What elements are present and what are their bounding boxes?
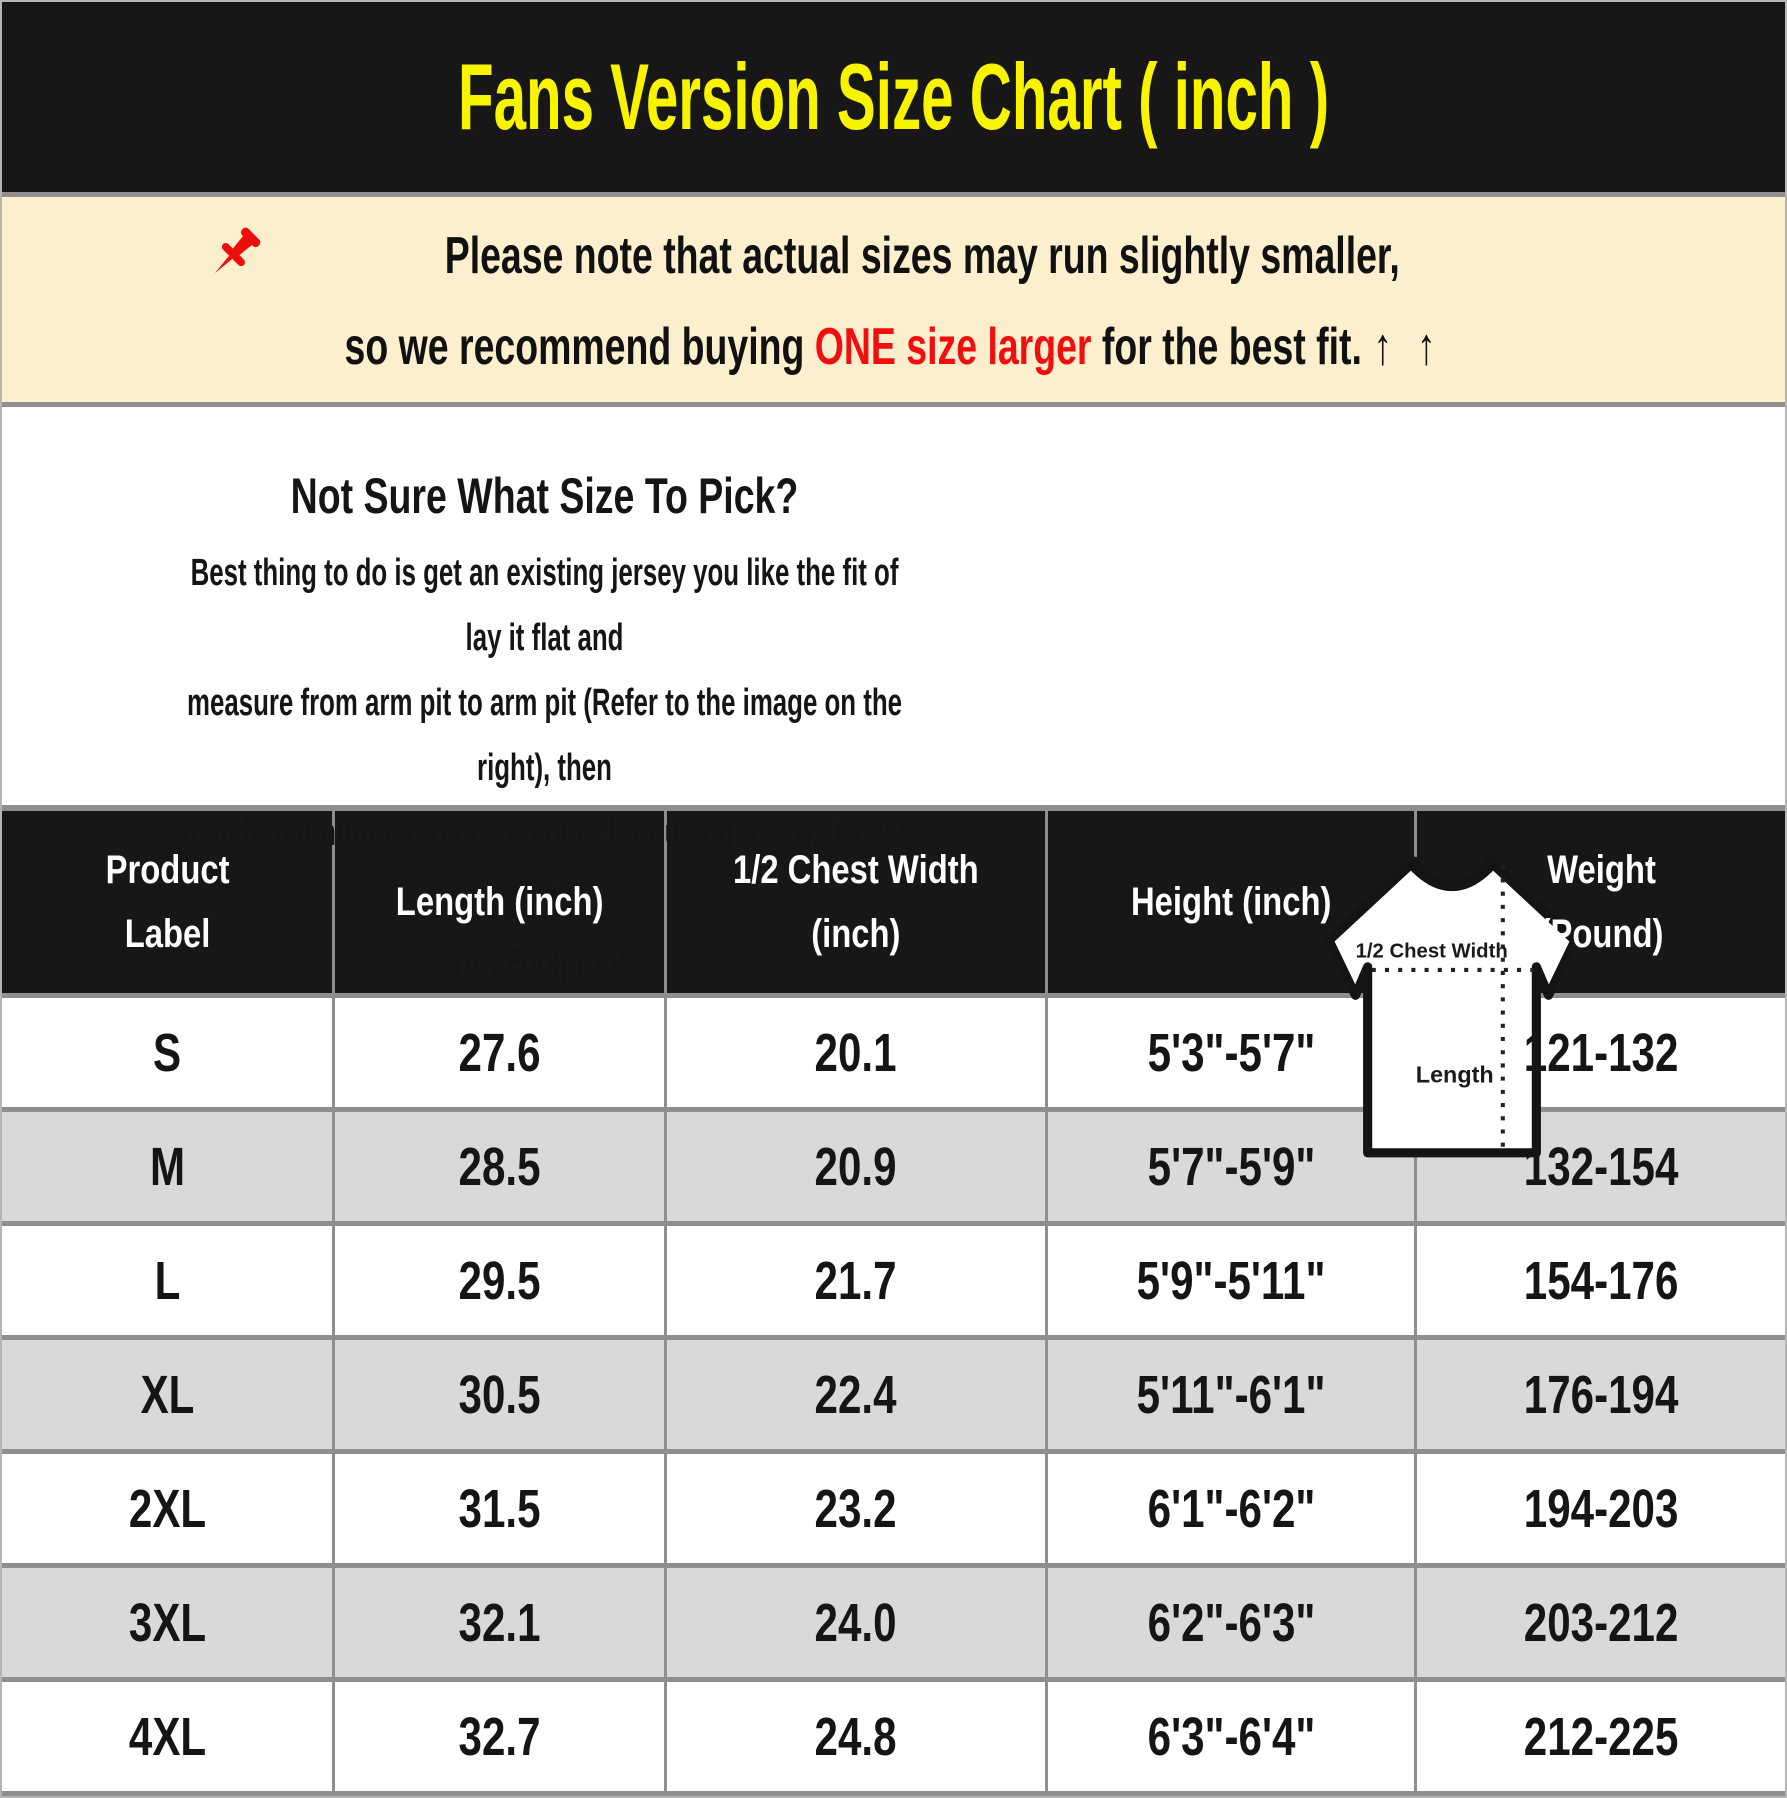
chest-width-label: 1/2 Chest Width	[1356, 941, 1508, 963]
table-row-l: L 29.5 21.7 5'9"-5'11" 154-176	[2, 1221, 1785, 1338]
height-cell: 6'1"-6'2"	[1045, 1449, 1416, 1566]
chest-cell: 20.9	[663, 1107, 1047, 1224]
length-cell: 31.5	[332, 1449, 666, 1566]
notice-banner: Please note that actual sizes may run sl…	[2, 192, 1785, 407]
one-size-larger-highlight: ONE size larger	[814, 318, 1092, 377]
table-row-xl: XL 30.5 22.4 5'11"-6'1" 176-194	[2, 1335, 1785, 1452]
size-label-cell: M	[2, 1107, 334, 1224]
header-product-label: Product Label	[2, 811, 334, 996]
weight-cell: 203-212	[1414, 1563, 1785, 1680]
chest-cell: 24.8	[663, 1677, 1047, 1794]
size-label-cell: S	[2, 993, 334, 1110]
tshirt-measurement-diagram: 1/2 Chest Width Length	[1324, 856, 1580, 1158]
length-cell: 30.5	[332, 1335, 666, 1452]
pushpin-icon	[215, 227, 261, 273]
length-cell: 32.7	[332, 1677, 666, 1794]
size-table: Product Label Length (inch) 1/2 Chest Wi…	[2, 811, 1785, 1796]
sizing-guide-text: Not Sure What Size To Pick? Best thing t…	[2, 437, 1087, 996]
weight-cell: 176-194	[1414, 1335, 1785, 1452]
weight-cell: 194-203	[1414, 1449, 1785, 1566]
page-title: Fans Version Size Chart ( inch )	[457, 44, 1330, 149]
chest-cell: 23.2	[663, 1449, 1047, 1566]
length-cell: 28.5	[332, 1107, 666, 1224]
size-label-cell: 4XL	[2, 1677, 334, 1794]
size-label-cell: L	[2, 1221, 334, 1338]
sizing-guide-heading: Not Sure What Size To Pick?	[290, 468, 799, 524]
size-label-cell: 2XL	[2, 1449, 334, 1566]
notice-line-2-prefix: so we recommend buying	[344, 318, 815, 377]
size-label-cell: XL	[2, 1335, 334, 1452]
table-row-2xl: 2XL 31.5 23.2 6'1"-6'2" 194-203	[2, 1449, 1785, 1566]
notice-line-2-text: so we recommend buying ONE size larger f…	[344, 319, 1442, 376]
weight-cell: 212-225	[1414, 1677, 1785, 1794]
notice-line-2-suffix: for the best fit.	[1091, 318, 1362, 377]
length-cell: 29.5	[332, 1221, 666, 1338]
tshirt-collar	[1407, 861, 1497, 891]
up-arrows: ↑ ↑	[1373, 318, 1443, 377]
length-cell: 32.1	[332, 1563, 666, 1680]
chest-cell: 20.1	[663, 993, 1047, 1110]
size-table-header: Product Label Length (inch) 1/2 Chest Wi…	[2, 811, 1785, 996]
sizing-guide-body: Best thing to do is get an existing jers…	[182, 552, 907, 984]
header-length: Length (inch)	[332, 811, 666, 996]
weight-cell: 154-176	[1414, 1221, 1785, 1338]
height-cell: 5'7"-5'9"	[1045, 1107, 1416, 1224]
height-cell: 6'3"-6'4"	[1045, 1677, 1416, 1794]
header-row: Product Label Length (inch) 1/2 Chest Wi…	[2, 811, 1785, 996]
length-label: Length	[1416, 1062, 1494, 1088]
chest-cell: 24.0	[663, 1563, 1047, 1680]
title-bar: Fans Version Size Chart ( inch )	[2, 2, 1785, 192]
tshirt-outline	[1324, 856, 1580, 1158]
sizing-guide-section: Not Sure What Size To Pick? Best thing t…	[2, 407, 1785, 1158]
header-chest-width: 1/2 Chest Width (inch)	[663, 811, 1047, 996]
height-cell: 6'2"-6'3"	[1045, 1563, 1416, 1680]
height-cell: 5'9"-5'11"	[1045, 1221, 1416, 1338]
size-label-cell: 3XL	[2, 1563, 334, 1680]
size-table-body: S 27.6 20.1 5'3"-5'7" 121-132 M 28.5 20.…	[2, 993, 1785, 1794]
chest-cell: 21.7	[663, 1221, 1047, 1338]
table-row-m: M 28.5 20.9 5'7"-5'9" 132-154	[2, 1107, 1785, 1224]
table-row-3xl: 3XL 32.1 24.0 6'2"-6'3" 203-212	[2, 1563, 1785, 1680]
height-cell: 5'3"-5'7"	[1045, 993, 1416, 1110]
notice-line-1: Please note that actual sizes may run sl…	[201, 223, 1586, 287]
height-cell: 5'11"-6'1"	[1045, 1335, 1416, 1452]
length-cell: 27.6	[332, 993, 666, 1110]
notice-line-2: so we recommend buying ONE size larger f…	[131, 317, 1656, 377]
table-row-4xl: 4XL 32.7 24.8 6'3"-6'4" 212-225	[2, 1677, 1785, 1794]
notice-line-1-text: Please note that actual sizes may run sl…	[444, 227, 1401, 286]
chest-cell: 22.4	[663, 1335, 1047, 1452]
